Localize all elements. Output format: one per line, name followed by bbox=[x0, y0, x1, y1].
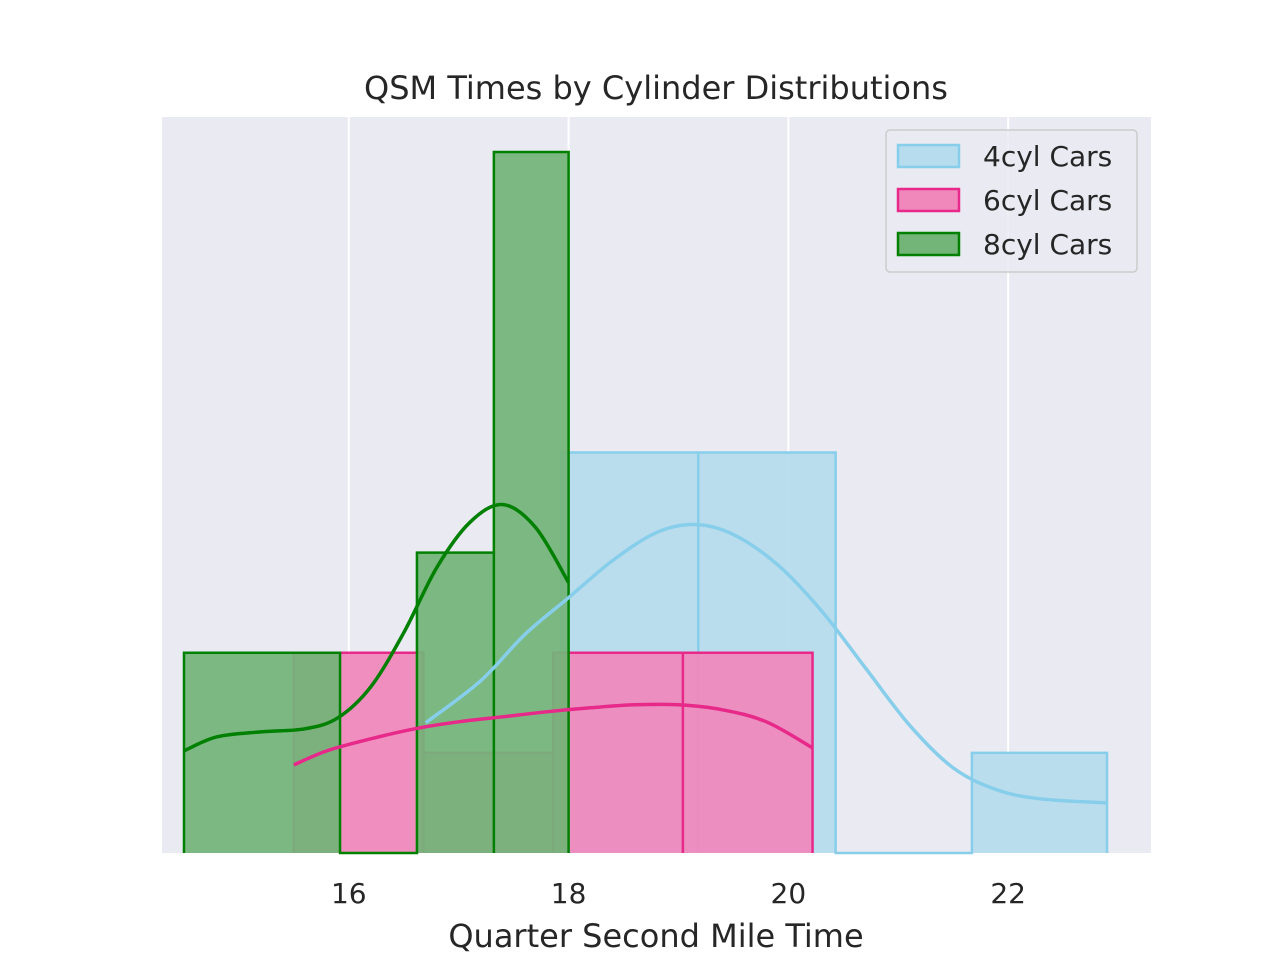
x-axis-ticks: 16 18 20 22 bbox=[331, 877, 1026, 910]
legend-label-8cyl: 8cyl Cars bbox=[983, 228, 1112, 261]
histogram-bars bbox=[182, 150, 1109, 855]
x-tick-label: 18 bbox=[551, 877, 587, 910]
legend-label-4cyl: 4cyl Cars bbox=[983, 140, 1112, 173]
legend-item-8cyl: 8cyl Cars bbox=[896, 228, 1112, 261]
series-bars bbox=[182, 150, 570, 855]
legend: 4cyl Cars 6cyl Cars 8cyl Cars bbox=[885, 129, 1138, 273]
kde-line bbox=[293, 702, 814, 767]
chart-title: QSM Times by Cylinder Distributions bbox=[364, 69, 948, 107]
histogram-bar bbox=[682, 652, 813, 853]
histogram-bar bbox=[493, 152, 569, 854]
kde-line bbox=[424, 522, 1108, 805]
legend-swatch-8cyl bbox=[896, 231, 961, 257]
legend-swatch-6cyl bbox=[896, 187, 961, 213]
x-axis-label: Quarter Second Mile Time bbox=[448, 917, 863, 955]
x-tick-label: 22 bbox=[990, 877, 1026, 910]
kde-line bbox=[183, 502, 571, 753]
x-tick-label: 20 bbox=[771, 877, 807, 910]
x-tick-label: 16 bbox=[331, 877, 367, 910]
legend-label-6cyl: 6cyl Cars bbox=[983, 184, 1112, 217]
kde-curves bbox=[183, 502, 1108, 805]
histogram-bar bbox=[553, 652, 683, 853]
histogram-outline bbox=[182, 150, 570, 855]
legend-item-6cyl: 6cyl Cars bbox=[896, 184, 1112, 217]
legend-item-4cyl: 4cyl Cars bbox=[896, 140, 1112, 173]
legend-swatch-4cyl bbox=[896, 143, 961, 169]
histogram-bar bbox=[183, 652, 341, 853]
